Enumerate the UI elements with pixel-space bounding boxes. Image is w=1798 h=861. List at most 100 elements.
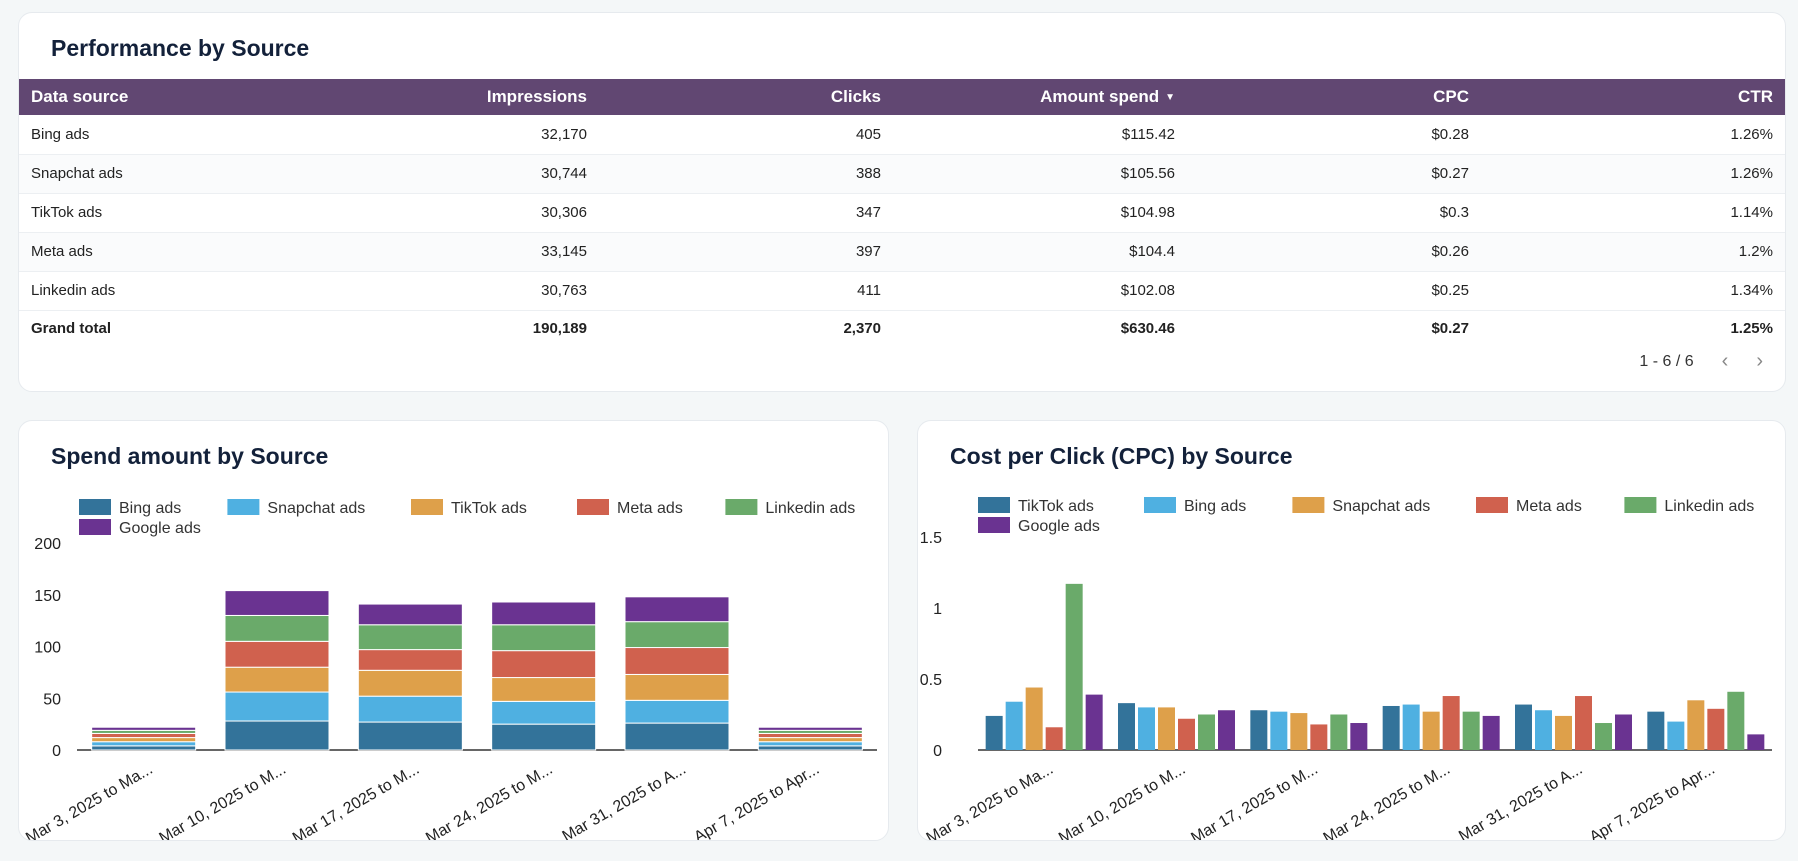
table-row[interactable]: Bing ads 32,170 405 $115.42 $0.28 1.26% xyxy=(19,115,1785,155)
legend-swatch xyxy=(79,499,111,515)
bar-segment[interactable] xyxy=(491,723,597,751)
bar-segment[interactable] xyxy=(357,669,463,697)
bar[interactable] xyxy=(1707,708,1725,750)
bar-segment[interactable] xyxy=(224,590,330,616)
bar-segment[interactable] xyxy=(91,726,197,731)
legend-item[interactable]: Bing ads xyxy=(1144,497,1246,515)
caret-down-icon[interactable]: ▼ xyxy=(1165,92,1175,104)
bar[interactable] xyxy=(1310,724,1328,750)
legend-item[interactable]: Snapchat ads xyxy=(1292,497,1430,515)
bar-segment[interactable] xyxy=(91,741,197,747)
bar-segment[interactable] xyxy=(357,695,463,723)
bar-segment[interactable] xyxy=(357,624,463,651)
bar-segment[interactable] xyxy=(757,741,863,747)
header-ctr[interactable]: CTR xyxy=(1481,79,1785,115)
bar-segment[interactable] xyxy=(224,666,330,693)
header-cpc[interactable]: CPC xyxy=(1187,79,1481,115)
bar[interactable] xyxy=(1515,704,1532,750)
bar-segment[interactable] xyxy=(491,601,597,626)
bar[interactable] xyxy=(1575,696,1592,750)
bar[interactable] xyxy=(1330,714,1348,751)
bar[interactable] xyxy=(1005,701,1023,750)
legend-item[interactable]: Meta ads xyxy=(1476,497,1582,515)
bar-segment[interactable] xyxy=(624,699,730,724)
table-row[interactable]: Meta ads 33,145 397 $104.4 $0.26 1.2% xyxy=(19,232,1785,272)
bar[interactable] xyxy=(1687,700,1705,750)
bar[interactable] xyxy=(1065,583,1083,750)
header-data-source[interactable]: Data source xyxy=(19,79,269,115)
bar-segment[interactable] xyxy=(757,726,863,731)
bar[interactable] xyxy=(1382,705,1400,750)
legend-item[interactable]: Google ads xyxy=(978,517,1100,535)
bar-segment[interactable] xyxy=(357,603,463,626)
bar-segment[interactable] xyxy=(224,691,330,722)
header-impressions[interactable]: Impressions xyxy=(269,79,599,115)
bar[interactable] xyxy=(1270,711,1288,750)
bar-segment[interactable] xyxy=(357,721,463,751)
table-row[interactable]: TikTok ads 30,306 347 $104.98 $0.3 1.14% xyxy=(19,193,1785,233)
bar[interactable] xyxy=(1250,710,1268,750)
legend-item[interactable]: Meta ads xyxy=(577,499,683,517)
bar[interactable] xyxy=(1402,704,1420,750)
bar-segment[interactable] xyxy=(624,621,730,649)
cell-spend: $104.98 xyxy=(893,193,1187,233)
header-amount-spend[interactable]: Amount spend ▼ xyxy=(893,79,1187,115)
bar[interactable] xyxy=(1025,687,1043,750)
bar[interactable] xyxy=(1667,721,1685,750)
bar[interactable] xyxy=(1482,715,1500,750)
bar-segment[interactable] xyxy=(224,640,330,668)
table-row[interactable]: Linkedin ads 30,763 411 $102.08 $0.25 1.34% xyxy=(19,271,1785,311)
bar[interactable] xyxy=(1290,713,1308,750)
bar-segment[interactable] xyxy=(91,732,197,739)
y-tick-label: 200 xyxy=(34,536,61,553)
chevron-left-icon[interactable]: ‹ xyxy=(1721,350,1729,372)
legend-item[interactable]: Linkedin ads xyxy=(725,499,855,517)
bar-segment[interactable] xyxy=(757,732,863,739)
bar[interactable] xyxy=(1442,696,1460,750)
bar[interactable] xyxy=(1218,710,1235,750)
bar-segment[interactable] xyxy=(757,745,863,751)
legend-item[interactable]: Google ads xyxy=(79,519,201,537)
bar[interactable] xyxy=(1462,711,1480,750)
legend-item[interactable]: TikTok ads xyxy=(978,497,1094,515)
bar[interactable] xyxy=(1045,727,1063,750)
bar[interactable] xyxy=(1555,715,1572,750)
legend-swatch xyxy=(725,499,758,515)
bar-segment[interactable] xyxy=(624,722,730,751)
bar[interactable] xyxy=(1118,703,1135,750)
bar[interactable] xyxy=(1178,718,1195,750)
bar-segment[interactable] xyxy=(491,700,597,725)
bar-segment[interactable] xyxy=(757,737,863,743)
bar[interactable] xyxy=(1422,711,1440,750)
bar[interactable] xyxy=(1085,694,1103,750)
bar[interactable] xyxy=(1350,723,1368,750)
chevron-right-icon[interactable]: › xyxy=(1756,350,1763,372)
bar[interactable] xyxy=(1535,710,1552,750)
bar-segment[interactable] xyxy=(491,677,597,702)
bar[interactable] xyxy=(1138,707,1155,750)
bar-segment[interactable] xyxy=(91,737,197,743)
bar[interactable] xyxy=(985,715,1003,750)
bar[interactable] xyxy=(1158,707,1175,750)
bar[interactable] xyxy=(1595,723,1612,750)
header-clicks[interactable]: Clicks xyxy=(599,79,893,115)
bar-segment[interactable] xyxy=(357,649,463,671)
bar[interactable] xyxy=(1615,714,1632,751)
bar-segment[interactable] xyxy=(91,745,197,751)
bar[interactable] xyxy=(1647,711,1665,750)
bar[interactable] xyxy=(1198,714,1215,751)
bar-segment[interactable] xyxy=(624,647,730,675)
legend-item[interactable]: Linkedin ads xyxy=(1624,497,1754,515)
table-row[interactable]: Snapchat ads 30,744 388 $105.56 $0.27 1.26% xyxy=(19,154,1785,194)
bar-segment[interactable] xyxy=(491,650,597,679)
legend-item[interactable]: Bing ads xyxy=(79,499,181,517)
bar-segment[interactable] xyxy=(624,673,730,701)
bar[interactable] xyxy=(1747,734,1765,750)
bar-segment[interactable] xyxy=(624,596,730,623)
legend-item[interactable]: TikTok ads xyxy=(411,499,527,517)
bar[interactable] xyxy=(1727,691,1745,750)
bar-segment[interactable] xyxy=(491,624,597,652)
bar-segment[interactable] xyxy=(224,720,330,751)
legend-item[interactable]: Snapchat ads xyxy=(227,499,365,517)
bar-segment[interactable] xyxy=(224,614,330,642)
